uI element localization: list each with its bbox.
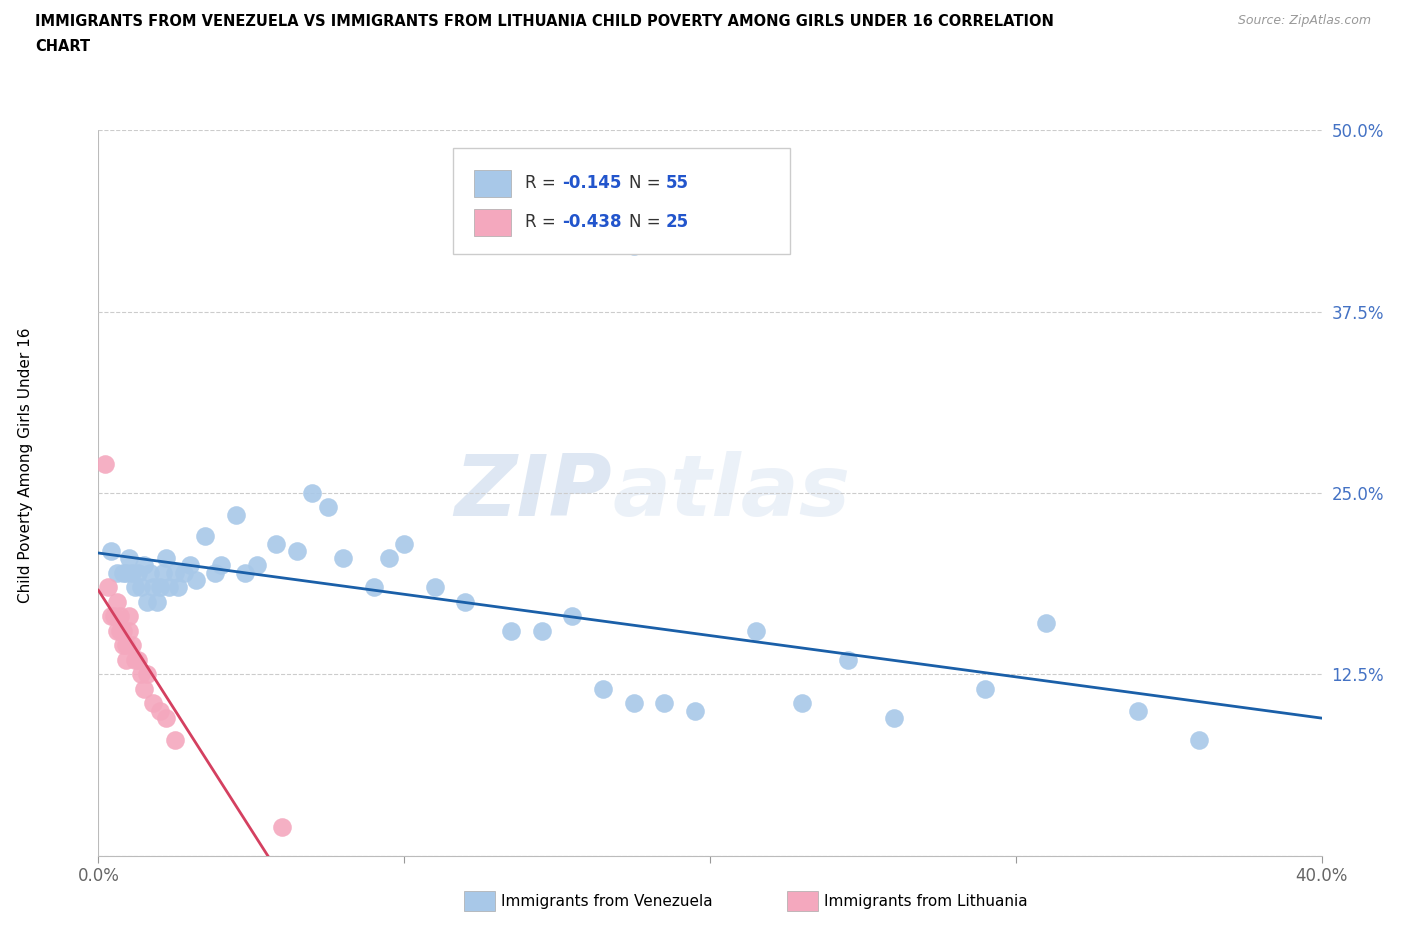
Point [974,682,997,697]
Point [124,579,146,594]
Point [179,558,201,573]
Point [173,565,195,580]
FancyBboxPatch shape [474,169,510,197]
Point [105,623,128,638]
Point [163,565,186,580]
Point [167,579,190,594]
Point [209,558,232,573]
Point [127,652,149,667]
Point [142,696,165,711]
Point [194,529,217,544]
Text: Source: ZipAtlas.com: Source: ZipAtlas.com [1237,14,1371,27]
Point [530,623,553,638]
Point [332,551,354,565]
Point [623,696,645,711]
Text: -0.145: -0.145 [562,174,621,193]
Point [100,543,122,558]
Point [142,579,165,594]
Text: Immigrants from Lithuania: Immigrants from Lithuania [824,894,1028,909]
Point [111,623,134,638]
Point [157,579,180,594]
Point [204,565,226,580]
Point [115,565,138,580]
Point [623,239,645,254]
Text: R =: R = [526,174,557,193]
Text: -0.438: -0.438 [562,214,621,232]
Point [100,609,122,624]
Point [134,682,156,697]
Text: atlas: atlas [612,451,851,535]
Point [115,652,138,667]
Point [837,652,859,667]
Point [124,652,146,667]
Point [745,623,768,638]
Text: 25: 25 [666,214,689,232]
Text: N =: N = [630,174,661,193]
Point [111,638,134,653]
Point [301,485,323,500]
Point [136,594,159,609]
Point [118,623,141,638]
Text: 55: 55 [666,174,689,193]
Text: CHART: CHART [35,39,90,54]
Point [790,696,813,711]
Point [155,711,177,725]
Text: Child Poverty Among Girls Under 16: Child Poverty Among Girls Under 16 [18,327,32,603]
Text: IMMIGRANTS FROM VENEZUELA VS IMMIGRANTS FROM LITHUANIA CHILD POVERTY AMONG GIRLS: IMMIGRANTS FROM VENEZUELA VS IMMIGRANTS … [35,14,1054,29]
Point [105,565,128,580]
Point [392,537,416,551]
Point [225,507,247,522]
Point [139,565,162,580]
Point [186,573,208,588]
Point [270,819,292,834]
Point [129,579,152,594]
Point [97,579,120,594]
Point [1188,732,1211,747]
Point [1128,703,1150,718]
Point [363,579,385,594]
Text: N =: N = [630,214,661,232]
Point [118,551,141,565]
Point [149,579,172,594]
Point [652,696,675,711]
Point [285,543,308,558]
FancyBboxPatch shape [474,208,510,236]
Point [108,623,131,638]
Point [111,565,134,580]
Point [103,609,125,624]
Point [592,682,614,697]
Point [378,551,401,565]
Point [155,551,177,565]
Point [127,565,149,580]
Point [423,579,446,594]
Point [152,565,174,580]
Point [129,667,152,682]
Point [454,594,477,609]
Point [1035,616,1057,631]
Point [501,623,523,638]
Point [115,638,138,653]
Point [108,609,131,624]
Point [163,732,186,747]
Point [136,667,159,682]
Point [264,537,287,551]
FancyBboxPatch shape [453,149,790,254]
Point [683,703,706,718]
Point [149,703,172,718]
Point [233,565,256,580]
Text: Immigrants from Venezuela: Immigrants from Venezuela [501,894,713,909]
Point [316,500,339,515]
Point [134,558,156,573]
Point [105,594,128,609]
Point [145,594,167,609]
Text: R =: R = [526,214,557,232]
Point [121,565,143,580]
Point [883,711,905,725]
Point [118,609,141,624]
Point [121,638,143,653]
Text: ZIP: ZIP [454,451,612,535]
Point [93,457,115,472]
Point [246,558,269,573]
Point [561,609,583,624]
